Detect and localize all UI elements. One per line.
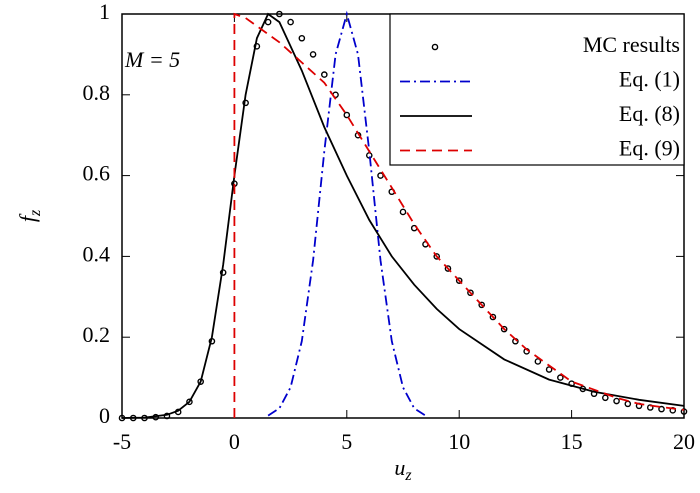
x-tick-label: 0 [229,429,240,454]
data-point [433,253,441,260]
legend-label: Eq. (1) [619,67,680,92]
data-point [489,313,497,321]
y-tick-label: 0.6 [83,161,111,186]
data-point [545,366,553,373]
legend-marker [431,43,439,51]
legend-label: MC results [583,32,680,57]
data-point [658,405,665,413]
x-tick-label: -5 [113,429,131,454]
data-point [399,208,407,216]
x-tick-label: 15 [561,429,583,454]
x-label-sub: z [404,467,412,484]
x-label-base: u [394,455,405,480]
y-tick-label: 0.8 [83,80,111,105]
series-line [267,10,426,417]
data-point [276,10,283,18]
data-point [309,51,317,58]
y-tick-label: 1 [99,0,110,24]
data-point [186,398,193,406]
data-point [455,277,463,284]
x-tick-label: 10 [448,429,470,454]
y-axis-label: fz [15,209,44,222]
data-point [680,408,688,415]
data-point [557,374,564,381]
legend-label: Eq. (9) [619,136,680,161]
y-label-sub: z [27,209,44,217]
annotation: M = 5 [124,47,180,72]
series-line [233,12,685,418]
data-point [534,358,542,365]
data-point [253,43,261,50]
x-tick-label: 5 [341,429,352,454]
data-point [264,18,272,26]
y-tick-label: 0.2 [83,322,111,347]
data-point [444,265,452,272]
legend-label: Eq. (8) [619,101,680,126]
data-point [624,400,632,408]
data-point [613,397,620,405]
y-label-base: f [15,213,40,222]
data-point [287,18,294,26]
data-point [467,289,474,297]
data-point [321,71,328,78]
data-point [478,301,485,309]
data-point [377,172,384,179]
x-tick-label: 20 [673,429,695,454]
data-point [602,394,609,402]
legend-box [389,13,685,166]
x-axis-label: uz [394,455,412,484]
data-point [343,111,351,119]
data-point [298,34,306,42]
data-point [500,325,508,333]
y-tick-label: 0 [99,403,110,428]
y-tick-label: 0.4 [83,241,111,266]
series-line [121,12,685,419]
